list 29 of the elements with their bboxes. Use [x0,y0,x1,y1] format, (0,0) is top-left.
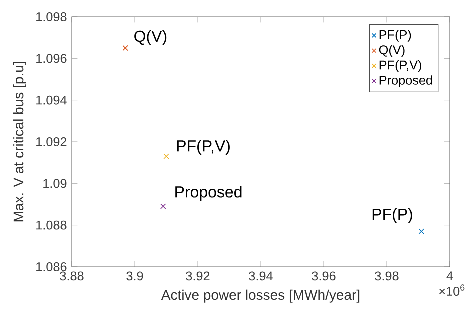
annotation: PF(P,V) [177,140,230,155]
y-tick-label: 1.094 [36,96,67,105]
y-axis-title: Max. V at critical bus [p.u] [13,62,26,222]
x-tick-label: 3.96 [312,272,336,281]
x-tick-label: 3.98 [375,272,399,281]
x-tick-label: 4 [446,272,454,280]
y-tick-label: 1.092 [36,138,67,146]
annotation: Proposed [176,186,242,201]
y-tick-label: 1.096 [36,54,67,64]
point [160,204,166,210]
y-tick-label: 1.09 [44,179,67,188]
legend-label: Proposed [380,76,432,88]
legend-label: PF(P,V) [380,60,422,72]
legend-label: PF(P) [380,30,412,42]
point [122,45,128,52]
point [418,228,424,234]
annotation: PF(P) [372,208,412,224]
x-tick-label: 3.88 [60,272,84,281]
y-tick-label: 1.088 [36,220,67,230]
point [164,154,170,160]
x-axis-title: Active power losses [MWh/year] [161,290,360,303]
x-tick-label: 3.94 [249,272,273,281]
legend-label: Q(V) [379,45,405,58]
y-tick-label: 1.086 [36,262,67,272]
x-tick-label: 3.9 [126,272,144,281]
text: ×10$^{6}$ [440,284,465,296]
annotation: Q(V) [134,30,167,46]
x-tick-label: 3.92 [186,272,210,281]
y-tick-label: 1.098 [36,12,67,22]
